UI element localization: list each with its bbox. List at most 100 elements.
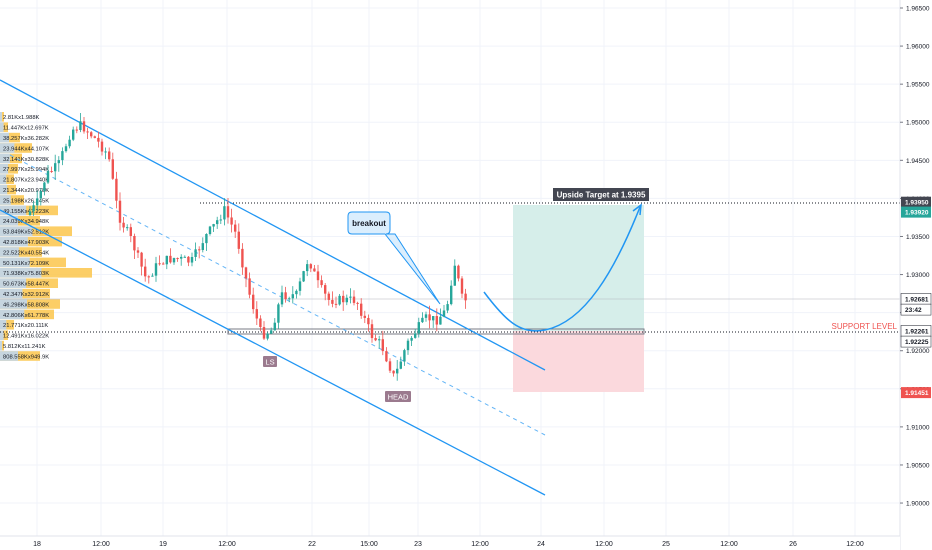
candle <box>46 164 50 184</box>
candle <box>378 335 381 349</box>
candle <box>230 208 233 233</box>
candle <box>388 358 392 373</box>
volume-profile-label: 23.944Kx44.107K <box>3 146 49 152</box>
candle <box>208 225 212 236</box>
price-tick-label: 1.94500 <box>906 158 930 165</box>
candle <box>399 356 402 370</box>
time-tick-label: 12:00 <box>846 541 864 548</box>
candle-body <box>280 292 284 305</box>
candle-body <box>151 275 154 277</box>
candle <box>421 312 424 324</box>
candle <box>356 301 359 311</box>
candle <box>435 308 438 332</box>
volume-profile-bar <box>0 122 8 132</box>
volume-profile-bar-buy <box>0 164 9 174</box>
upside-target-label-bg <box>553 188 649 201</box>
price-tick-label: 1.90000 <box>906 501 930 508</box>
candle-body <box>277 304 280 323</box>
channel-upper-line <box>0 79 546 371</box>
price-tick-label: 1.90500 <box>906 462 930 469</box>
candle <box>216 216 219 229</box>
volume-profile-label: 25.198Kx26.245K <box>3 198 49 204</box>
candle-body <box>183 256 186 258</box>
volume-profile-bar-buy <box>0 205 27 216</box>
candle <box>277 302 280 329</box>
candle-body <box>259 318 262 328</box>
candle-body <box>75 129 78 131</box>
volume-profile-bar <box>0 320 14 330</box>
candle-body <box>79 121 82 131</box>
candle-body <box>360 303 363 316</box>
candle <box>64 143 68 153</box>
candle-body <box>270 330 273 334</box>
candle-body <box>320 280 323 286</box>
volume-profile-label: 21.344Kx20.978K <box>3 188 49 194</box>
candle-body <box>374 338 377 341</box>
candle-body <box>460 278 464 294</box>
volume-profile-bar-buy <box>0 320 7 330</box>
left-shoulder-label-bg <box>263 356 277 367</box>
candle <box>342 290 345 311</box>
volume-profile-row: 38.257Kx36.282K <box>0 132 49 143</box>
volume-profile-bar <box>0 236 62 247</box>
candle <box>194 242 197 262</box>
candle <box>136 247 140 258</box>
candle <box>82 117 86 134</box>
candle <box>410 335 413 346</box>
volume-profile-label: 2.81Kx1.988K <box>3 115 40 121</box>
candle-body <box>356 302 359 304</box>
upside-target-label: Upside Target at 1.9395 <box>557 191 646 200</box>
candle-body <box>381 339 384 352</box>
candle-body <box>111 159 114 179</box>
projection-curve <box>483 206 641 332</box>
candle <box>414 328 417 339</box>
candle <box>306 260 309 277</box>
candle <box>28 206 32 217</box>
candle <box>252 287 255 314</box>
price-axis: 1.965001.960001.955001.950001.945001.940… <box>900 6 932 508</box>
candle-body <box>169 255 172 263</box>
candle-body <box>140 252 143 267</box>
time-tick-label: 12:00 <box>92 541 110 548</box>
volume-profile-row: 32.141Kx30.828K <box>0 153 49 164</box>
candle-body <box>378 339 381 341</box>
volume-profile-label: 49.155Kx47.223K <box>3 209 49 215</box>
volume-profile-label: 38.257Kx36.282K <box>3 136 49 142</box>
target-zone <box>513 205 644 331</box>
candle <box>320 275 323 288</box>
candle <box>349 288 352 304</box>
volume-profile-bar <box>0 184 16 195</box>
volume-profile-label: 5.812Kx11.241K <box>3 344 46 350</box>
volume-profile-bar-buy <box>0 268 42 278</box>
candle-body <box>144 266 147 277</box>
breakout-label: breakout <box>352 219 386 228</box>
candle <box>201 237 204 253</box>
candle <box>280 285 284 308</box>
price-axis-panel[interactable] <box>900 0 932 550</box>
volume-profile-bar-buy <box>0 226 33 236</box>
candle <box>129 223 132 243</box>
volume-profile-bar-buy <box>0 278 27 288</box>
candle-body <box>93 136 96 138</box>
candle <box>453 259 456 286</box>
volume-profile-bar <box>0 132 20 143</box>
candle-body <box>244 267 248 279</box>
candle <box>90 131 93 139</box>
candle-body <box>57 160 60 164</box>
candle <box>162 262 165 265</box>
time-tick-label: 15:00 <box>360 541 378 548</box>
candle <box>93 135 96 139</box>
time-axis-panel[interactable] <box>0 536 900 550</box>
price-badge: 23:42 <box>900 303 932 316</box>
candle-body <box>324 285 327 294</box>
candle <box>338 293 341 306</box>
volume-profile-row: 21.771Kx20.111K <box>0 320 48 330</box>
candle <box>190 252 194 267</box>
price-badge: 1.92681 <box>900 293 932 305</box>
candle-body <box>417 322 420 334</box>
candle-body <box>432 316 435 321</box>
volume-profile-bar <box>0 143 32 153</box>
candle <box>259 315 262 332</box>
volume-profile-row: 21.344Kx20.978K <box>0 184 49 195</box>
